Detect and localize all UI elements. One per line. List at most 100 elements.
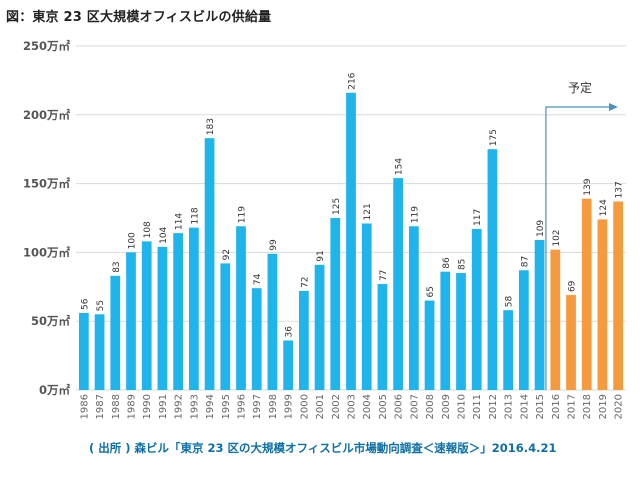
x-tick-label: 1994 [205,394,216,419]
bar-value-label: 154 [395,158,405,175]
bar [298,290,309,390]
forecast-label: 予定 [568,80,592,95]
bar-value-label: 55 [96,300,106,311]
bar [141,241,152,390]
y-tick-label: 0万㎡ [39,383,71,397]
source-note: ( 出所 ) 森ビル「東京 23 区の大規模オフィスビル市場動向調査＜速報版＞」… [89,441,557,455]
bar [361,223,372,390]
bar-value-label: 139 [583,178,593,195]
bar [440,271,451,390]
bar [534,240,545,390]
forecast-arrow-line [545,106,610,390]
bar [597,219,608,390]
x-tick-label: 2017 [567,394,578,419]
bar-value-label: 124 [599,199,609,216]
bar-value-label: 183 [206,118,216,135]
bar-value-label: 109 [536,220,546,237]
value-labels: 56 55 83 100 108 104 114 118 183 92 119 74 99 36 72 91 1… [80,72,624,337]
bar [204,138,215,390]
x-tick-label: 1996 [237,394,248,419]
x-tick-label: 2009 [441,394,452,419]
bar-value-label: 137 [615,181,625,198]
bar [613,201,624,390]
bar-value-label: 100 [128,232,138,249]
y-tick-label: 250万㎡ [23,39,71,53]
bar [408,226,419,390]
bar-value-label: 91 [316,250,326,261]
x-tick-label: 2016 [551,394,562,419]
y-axis-labels: 0万㎡ 50万㎡ 100万㎡ 150万㎡ 200万㎡ 250万㎡ [23,39,71,397]
x-tick-label: 2007 [409,394,420,419]
bar-value-label: 36 [285,326,295,338]
x-axis-labels: 1986 1987 1988 1989 1990 1991 1992 1993 1994 1995… [79,394,624,419]
bar-value-label: 58 [505,295,515,307]
bar [236,226,246,390]
x-tick-label: 1999 [284,394,295,419]
bar [267,253,278,390]
bar-value-label: 108 [143,221,153,238]
bar [456,273,466,390]
bar-value-label: 118 [190,207,200,224]
bar-value-label: 65 [426,286,436,297]
x-tick-label: 2020 [614,394,625,419]
bar [581,198,592,390]
x-tick-label: 2005 [378,394,389,419]
bar [550,249,561,390]
bar-value-label: 56 [80,298,90,310]
bar-value-label: 77 [379,270,389,281]
bar-value-label: 74 [253,273,263,285]
x-tick-label: 2015 [535,394,546,419]
bar-value-label: 175 [489,129,499,146]
x-tick-label: 1992 [174,394,185,419]
bar [78,312,89,390]
bar-value-label: 99 [269,239,279,251]
x-tick-label: 2000 [299,394,310,419]
x-tick-label: 1988 [111,394,122,419]
bar [314,264,325,390]
bar [157,246,168,390]
bar-value-label: 83 [112,261,122,272]
x-tick-label: 2013 [504,394,515,419]
bar [487,149,498,390]
bar-value-label: 117 [473,209,483,226]
x-tick-label: 2003 [347,394,358,419]
x-tick-label: 1989 [127,394,138,419]
bar-value-label: 102 [552,229,562,246]
bar [566,295,576,390]
bar [173,233,184,390]
bar-value-label: 114 [175,213,185,230]
bar [393,178,404,390]
x-tick-label: 1991 [158,394,169,419]
bar-value-label: 125 [332,198,342,215]
bar [377,284,388,390]
bar-value-label: 104 [159,226,169,243]
x-tick-label: 1986 [79,394,90,419]
bar [188,227,199,390]
bar-value-label: 119 [410,206,420,223]
bar-value-label: 87 [520,256,530,267]
bar-value-label: 86 [442,257,452,269]
forecast-annotation: 予定 [545,80,618,390]
x-tick-label: 1990 [142,394,153,419]
y-tick-label: 50万㎡ [31,314,71,328]
x-tick-label: 1993 [189,394,200,419]
x-tick-label: 2008 [425,394,436,419]
y-tick-label: 200万㎡ [23,108,71,122]
x-tick-label: 2011 [472,394,483,419]
y-tick-label: 150万㎡ [23,177,71,191]
x-tick-label: 1998 [268,394,279,419]
bar [424,300,435,390]
y-tick-label: 100万㎡ [23,245,71,259]
bars [78,92,624,390]
bar [503,310,514,390]
bar-chart: 0万㎡ 50万㎡ 100万㎡ 150万㎡ 200万㎡ 250万㎡ 56 55 83 100 108… [23,39,626,419]
bar-value-label: 72 [300,276,310,287]
x-tick-label: 2014 [519,394,530,419]
bar [110,275,121,390]
bar-value-label: 85 [458,259,468,270]
bar [346,92,356,390]
bar-value-label: 121 [363,203,373,220]
bar [94,314,105,390]
bar [126,252,136,390]
x-tick-label: 2018 [582,394,593,419]
